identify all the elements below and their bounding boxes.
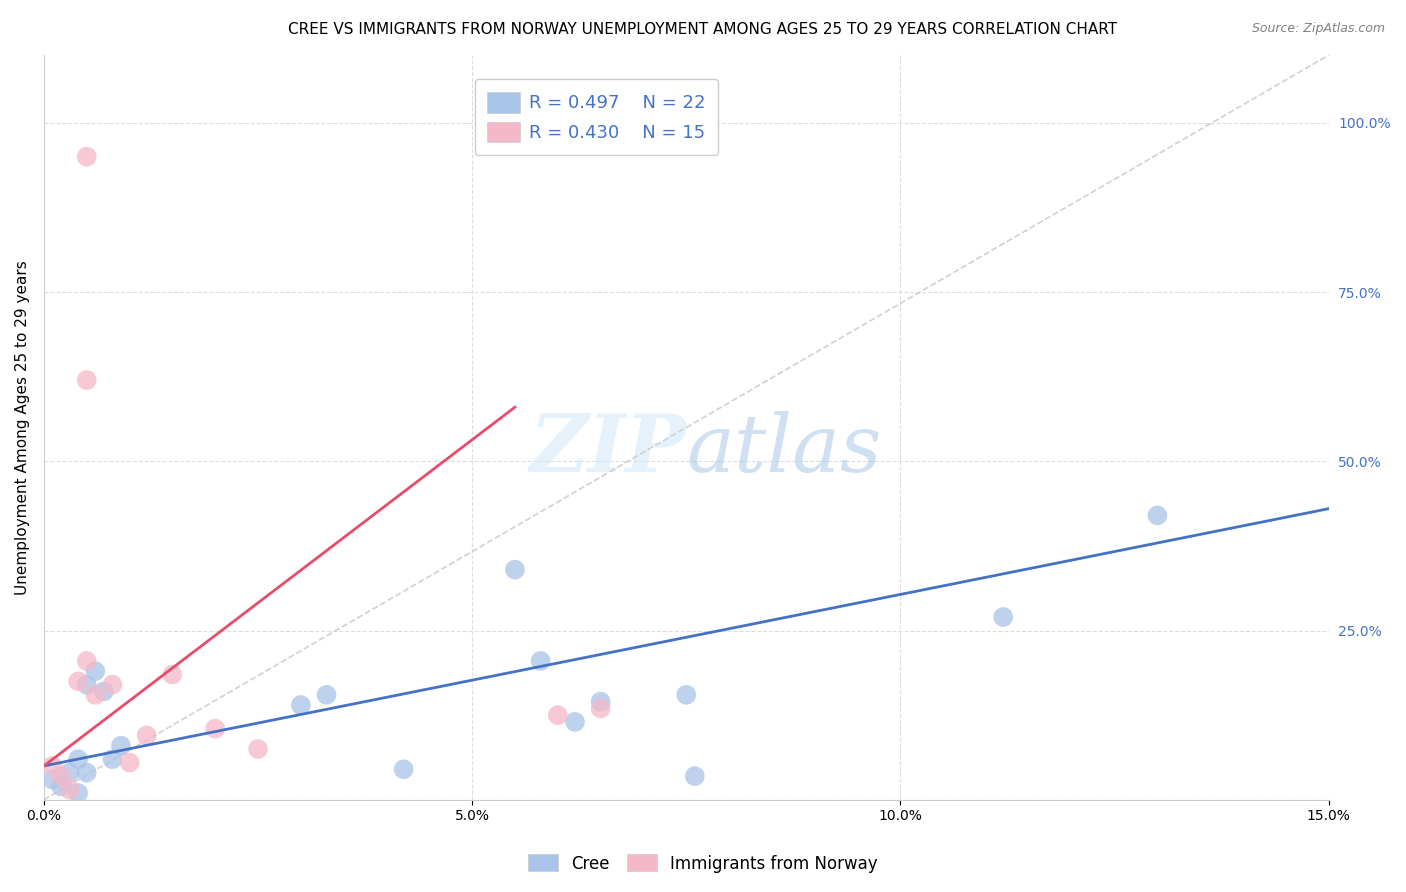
Point bbox=[67, 674, 90, 689]
Point bbox=[675, 688, 697, 702]
Point bbox=[530, 654, 553, 668]
Point bbox=[41, 759, 63, 773]
Point bbox=[315, 688, 337, 702]
Point bbox=[204, 722, 226, 736]
Point bbox=[58, 765, 80, 780]
Point bbox=[589, 695, 612, 709]
Point bbox=[503, 563, 526, 577]
Legend: Cree, Immigrants from Norway: Cree, Immigrants from Norway bbox=[522, 847, 884, 880]
Point bbox=[84, 688, 107, 702]
Point bbox=[93, 684, 115, 698]
Point bbox=[589, 701, 612, 715]
Point bbox=[76, 678, 98, 692]
Legend: R = 0.497    N = 22, R = 0.430    N = 15: R = 0.497 N = 22, R = 0.430 N = 15 bbox=[475, 79, 718, 155]
Y-axis label: Unemployment Among Ages 25 to 29 years: Unemployment Among Ages 25 to 29 years bbox=[15, 260, 30, 595]
Point bbox=[76, 654, 98, 668]
Point bbox=[1146, 508, 1168, 523]
Text: atlas: atlas bbox=[686, 411, 882, 489]
Point bbox=[991, 610, 1014, 624]
Point bbox=[564, 714, 586, 729]
Text: CREE VS IMMIGRANTS FROM NORWAY UNEMPLOYMENT AMONG AGES 25 TO 29 YEARS CORRELATIO: CREE VS IMMIGRANTS FROM NORWAY UNEMPLOYM… bbox=[288, 22, 1118, 37]
Point bbox=[49, 779, 72, 793]
Point bbox=[67, 752, 90, 766]
Point bbox=[41, 772, 63, 787]
Point bbox=[58, 782, 80, 797]
Point bbox=[76, 373, 98, 387]
Point bbox=[247, 742, 270, 756]
Point bbox=[76, 765, 98, 780]
Point bbox=[683, 769, 706, 783]
Point bbox=[547, 708, 569, 723]
Point bbox=[101, 752, 124, 766]
Point bbox=[101, 678, 124, 692]
Point bbox=[49, 769, 72, 783]
Point bbox=[76, 150, 98, 164]
Point bbox=[110, 739, 132, 753]
Point bbox=[135, 728, 157, 742]
Text: Source: ZipAtlas.com: Source: ZipAtlas.com bbox=[1251, 22, 1385, 36]
Point bbox=[118, 756, 141, 770]
Point bbox=[84, 664, 107, 678]
Point bbox=[290, 698, 312, 712]
Point bbox=[162, 667, 184, 681]
Text: ZIP: ZIP bbox=[530, 411, 686, 489]
Point bbox=[392, 762, 415, 776]
Point bbox=[67, 786, 90, 800]
